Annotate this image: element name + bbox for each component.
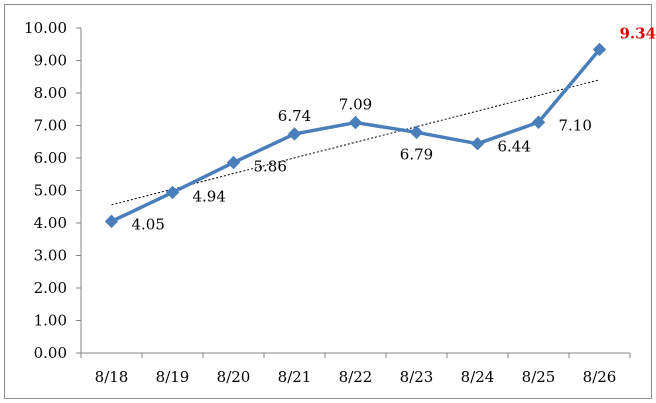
data-point-marker xyxy=(104,214,119,229)
x-tick-label: 8/19 xyxy=(156,368,190,386)
x-tick-label: 8/23 xyxy=(400,368,434,386)
data-label: 6.74 xyxy=(278,107,311,125)
data-point-marker xyxy=(409,125,424,140)
chart-frame xyxy=(4,4,652,399)
data-point-marker xyxy=(470,136,485,151)
data-label: 9.34 xyxy=(620,24,656,42)
data-label: 6.79 xyxy=(400,145,433,163)
series-layer xyxy=(104,42,607,229)
data-label: 6.44 xyxy=(498,138,531,156)
y-tick-label: 7.00 xyxy=(34,117,67,135)
data-labels-layer: 4.05 4.94 5.86 6.74 7.09 6.79 6.44 7.10 9.34 xyxy=(132,24,656,233)
y-tick-label: 2.00 xyxy=(34,279,67,297)
x-tick-label: 8/21 xyxy=(278,368,312,386)
data-point-marker xyxy=(348,115,363,130)
x-tick-label: 8/18 xyxy=(95,368,129,386)
data-point-marker xyxy=(226,155,241,170)
y-tick-label: 0.00 xyxy=(34,344,67,362)
y-tick-label: 6.00 xyxy=(34,149,67,167)
x-tick-label: 8/24 xyxy=(461,368,495,386)
y-tick-label: 3.00 xyxy=(34,247,67,265)
x-tick-label: 8/22 xyxy=(339,368,373,386)
x-tick-label: 8/20 xyxy=(217,368,251,386)
data-label: 4.05 xyxy=(132,215,165,233)
data-point-marker xyxy=(592,42,607,57)
x-tick-label: 8/26 xyxy=(583,368,617,386)
y-tick-label: 5.00 xyxy=(34,182,67,200)
data-label: 5.86 xyxy=(254,158,287,176)
data-point-marker xyxy=(531,115,546,129)
axes: 0.00 1.00 2.00 3.00 4.00 5.00 6.00 7.00 8.00 9.00… xyxy=(24,19,631,386)
y-tick-label: 4.00 xyxy=(34,214,67,232)
x-tick-label: 8/25 xyxy=(522,368,556,386)
data-label: 7.09 xyxy=(339,96,372,114)
y-tick-label: 8.00 xyxy=(34,84,67,102)
y-tick-label: 10.00 xyxy=(24,19,67,37)
data-point-marker xyxy=(165,185,180,200)
y-tick-label: 9.00 xyxy=(34,52,67,70)
y-tick-label: 1.00 xyxy=(34,312,67,330)
data-label: 4.94 xyxy=(193,187,226,205)
data-label: 7.10 xyxy=(559,116,592,134)
series-line xyxy=(110,48,601,223)
data-point-marker xyxy=(287,127,302,141)
